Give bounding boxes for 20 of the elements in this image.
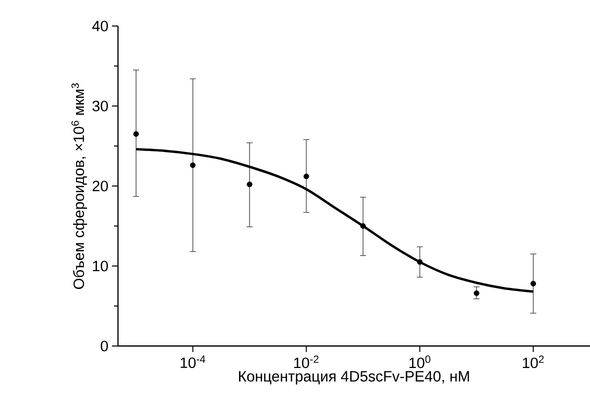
x-axis-title: Концентрация 4D5scFv-PE40, нМ (239, 371, 469, 385)
point (133, 131, 139, 137)
y-tick-label: 30 (92, 100, 108, 112)
point (190, 162, 196, 168)
point (474, 290, 480, 296)
y-tick-label: 10 (93, 260, 108, 272)
point (246, 182, 252, 188)
point (416, 259, 423, 265)
line-series (134, 148, 534, 293)
x-tick-label: 10$^{0}$ (409, 356, 430, 368)
x-tick-label: 10$^{-2}$ (294, 356, 318, 368)
x-tick-label: 10$^{2}$ (522, 356, 544, 368)
y-tick-label: 40 (92, 20, 108, 32)
point (304, 174, 310, 180)
y-tick-label: 20 (92, 180, 108, 192)
y-axis-title: Объем сфероидов, ×10$^{6}$ мкм$^{3}$ (71, 83, 88, 289)
x-tick-label: 10$^{-4}$ (180, 356, 206, 368)
point (360, 223, 366, 229)
y-tick-label: 0 (100, 340, 108, 352)
point (530, 280, 536, 286)
